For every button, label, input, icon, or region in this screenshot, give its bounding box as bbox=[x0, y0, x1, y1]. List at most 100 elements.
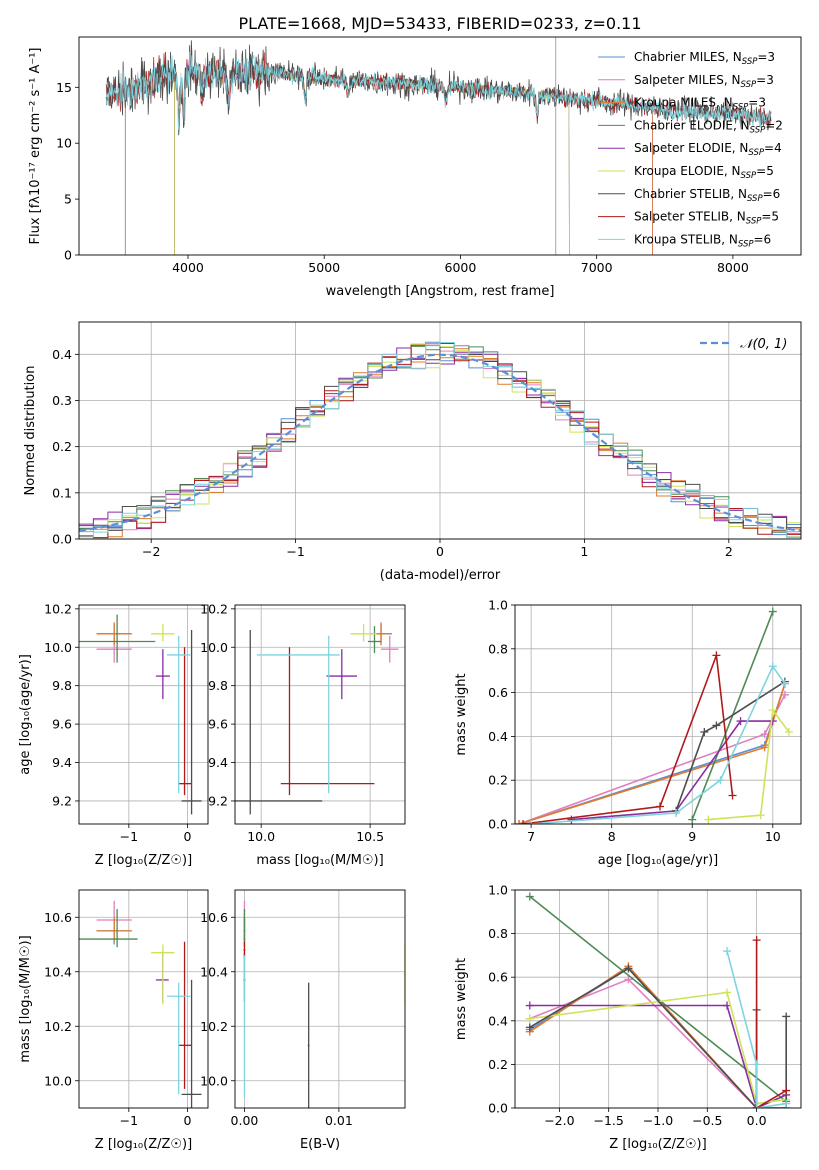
point-kroupa_elodie bbox=[161, 951, 164, 954]
marker-kroupa_elodie bbox=[784, 728, 793, 737]
legend-label: Salpeter ELODIE, NSSP=4 bbox=[634, 141, 782, 158]
x-tick-label: 0 bbox=[184, 829, 192, 844]
axes-frame bbox=[78, 36, 802, 256]
point-kroupa_elodie bbox=[161, 632, 164, 635]
y-tick-label: 0.0 bbox=[52, 532, 72, 547]
y-tick-label: 0.2 bbox=[488, 773, 508, 788]
marker-salpeter_stelib bbox=[728, 791, 737, 800]
point-salpeter_stelib bbox=[243, 948, 246, 951]
axes-frame bbox=[234, 604, 406, 825]
y-tick-label: 10.0 bbox=[200, 640, 228, 655]
marker-kroupa_elodie bbox=[704, 815, 713, 824]
x-tick-label: −1 bbox=[120, 1113, 138, 1128]
axes-frame bbox=[514, 889, 802, 1109]
legend-label: Kroupa STELIB, NSSP=6 bbox=[634, 232, 771, 249]
x-tick-label: 1 bbox=[580, 544, 588, 559]
marker-kroupa_stelib bbox=[782, 1099, 791, 1108]
marker-chabrier_stelib bbox=[525, 1023, 534, 1032]
marker-chabrier_stelib bbox=[624, 964, 633, 973]
axes-frame bbox=[78, 889, 209, 1109]
y-tick-label: 10.6 bbox=[200, 910, 228, 925]
y-tick-label: 9.6 bbox=[208, 717, 228, 732]
series-salpeter_miles bbox=[529, 978, 758, 1108]
marker-salpeter_miles bbox=[624, 975, 633, 984]
marker-kroupa_stelib bbox=[672, 809, 681, 818]
histogram-kroupa_stelib bbox=[79, 342, 801, 539]
y-tick-label: 0.1 bbox=[52, 485, 72, 500]
point-kroupa_stelib bbox=[177, 995, 180, 998]
legend-label: 𝒩(0, 1) bbox=[740, 337, 787, 352]
y-tick-label: 0.3 bbox=[52, 393, 72, 408]
y-tick-label: 10.2 bbox=[44, 1019, 72, 1034]
x-tick-label: −2 bbox=[142, 544, 160, 559]
series-kroupa_stelib bbox=[726, 950, 787, 1108]
y-tick-label: 10.0 bbox=[44, 640, 72, 655]
y-tick-label: 9.8 bbox=[52, 678, 72, 693]
weight_vs_age-panel: 7 8 9 10 0.0 0.2 0.4 0.6 0.8 1.0 age [log₁₀(age/yr… bbox=[454, 598, 802, 868]
spectrum-series-chabrier_stelib bbox=[105, 40, 772, 136]
legend-label: Salpeter STELIB, NSSP=5 bbox=[634, 210, 779, 227]
point-chabrier_stelib bbox=[249, 799, 252, 802]
marker-kroupa_miles bbox=[515, 820, 524, 824]
series-chabrier_elodie bbox=[529, 895, 787, 1103]
point-chabrier_elodie bbox=[243, 938, 246, 941]
spectrum-legend: Chabrier MILES, NSSP=3 Salpeter MILES, NS… bbox=[598, 50, 783, 249]
age_vs_mass-plot-area bbox=[235, 622, 399, 815]
series-chabrier_miles bbox=[529, 967, 758, 1108]
legend-label: Chabrier MILES, NSSP=3 bbox=[634, 50, 775, 67]
age_vs_Z-panel: −1 0 9.2 9.4 9.6 9.8 10.0 10.2 Z [log₁₀(Z/Z☉)] ag… bbox=[18, 601, 209, 868]
y-axis-label: Normed distribution bbox=[23, 366, 38, 496]
x-tick-label: 6000 bbox=[445, 260, 477, 275]
age_vs_mass-panel: 10.0 10.5 9.2 9.4 9.6 9.8 10.0 10.2 mass [log₁₀(… bbox=[200, 601, 406, 868]
point-salpeter_miles bbox=[388, 648, 391, 651]
mass_vs_ebv-plot-area bbox=[243, 900, 405, 1108]
y-axis-label: mass weight bbox=[454, 958, 469, 1040]
y-axis-label: age [log₁₀(age/yr)] bbox=[18, 654, 33, 775]
marker-salpeter_stelib bbox=[656, 802, 665, 811]
y-tick-label: 0.2 bbox=[488, 1057, 508, 1072]
x-tick-label: −1.5 bbox=[594, 1113, 624, 1128]
x-tick-label: −0.5 bbox=[692, 1113, 722, 1128]
y-tick-label: 9.6 bbox=[52, 717, 72, 732]
x-axis-label: mass [log₁₀(M/M☉)] bbox=[256, 853, 383, 868]
y-tick-label: 0.4 bbox=[52, 347, 72, 362]
marker-salpeter_stelib bbox=[519, 820, 528, 824]
y-tick-label: 0.8 bbox=[488, 641, 508, 656]
marker-salpeter_elodie bbox=[768, 717, 777, 726]
age_vs_Z-plot-area bbox=[79, 614, 202, 815]
x-axis-label: Z [log₁₀(Z/Z☉)] bbox=[95, 853, 192, 868]
marker-salpeter_elodie bbox=[525, 1001, 534, 1010]
y-tick-label: 10 bbox=[56, 136, 72, 151]
weight_vs_Z-panel: −2.0 −1.5 −1.0 −0.5 0.0 0.0 0.2 0.4 0.6 0.8 1.0 Z [… bbox=[454, 883, 802, 1152]
marker-kroupa_stelib bbox=[716, 776, 725, 785]
marker-kroupa_stelib bbox=[780, 679, 789, 688]
point-chabrier_stelib bbox=[190, 799, 193, 802]
figure-title: PLATE=1668, MJD=53433, FIBERID=0233, z=0… bbox=[238, 14, 641, 33]
y-axis-label: mass weight bbox=[454, 673, 469, 755]
y-tick-label: 10.2 bbox=[44, 601, 72, 616]
spectrum-panel: 4000 5000 6000 7000 8000 0 5 10 15 wavelength [An… bbox=[28, 36, 802, 299]
x-tick-label: 8000 bbox=[717, 260, 749, 275]
mass_vs_ebv-panel: 0.00 0.01 10.0 10.2 10.4 10.6 E(B-V) bbox=[200, 889, 406, 1152]
x-axis-label: wavelength [Angstrom, rest frame] bbox=[326, 284, 555, 299]
y-tick-label: 5 bbox=[64, 192, 72, 207]
marker-kroupa_stelib bbox=[723, 947, 732, 956]
y-tick-label: 0.6 bbox=[488, 685, 508, 700]
marker-salpeter_stelib bbox=[752, 936, 761, 945]
y-axis-label: mass [log₁₀(M/M☉)] bbox=[18, 935, 33, 1062]
x-axis-label: E(B-V) bbox=[300, 1137, 340, 1152]
x-tick-label: 9 bbox=[688, 829, 696, 844]
y-tick-label: 0.6 bbox=[488, 970, 508, 985]
x-tick-label: 10.0 bbox=[247, 829, 275, 844]
weight_vs_Z-plot-area bbox=[525, 892, 791, 1108]
series-kroupa_elodie bbox=[529, 991, 787, 1105]
x-tick-label: 8 bbox=[608, 829, 616, 844]
x-tick-label: 7 bbox=[527, 829, 535, 844]
marker-kroupa_elodie bbox=[768, 706, 777, 715]
y-tick-label: 0.0 bbox=[488, 1101, 508, 1116]
marker-chabrier_elodie bbox=[525, 892, 534, 901]
series-salpeter_stelib bbox=[755, 940, 787, 1108]
y-tick-label: 1.0 bbox=[488, 883, 508, 898]
y-tick-label: 0.2 bbox=[52, 439, 72, 454]
